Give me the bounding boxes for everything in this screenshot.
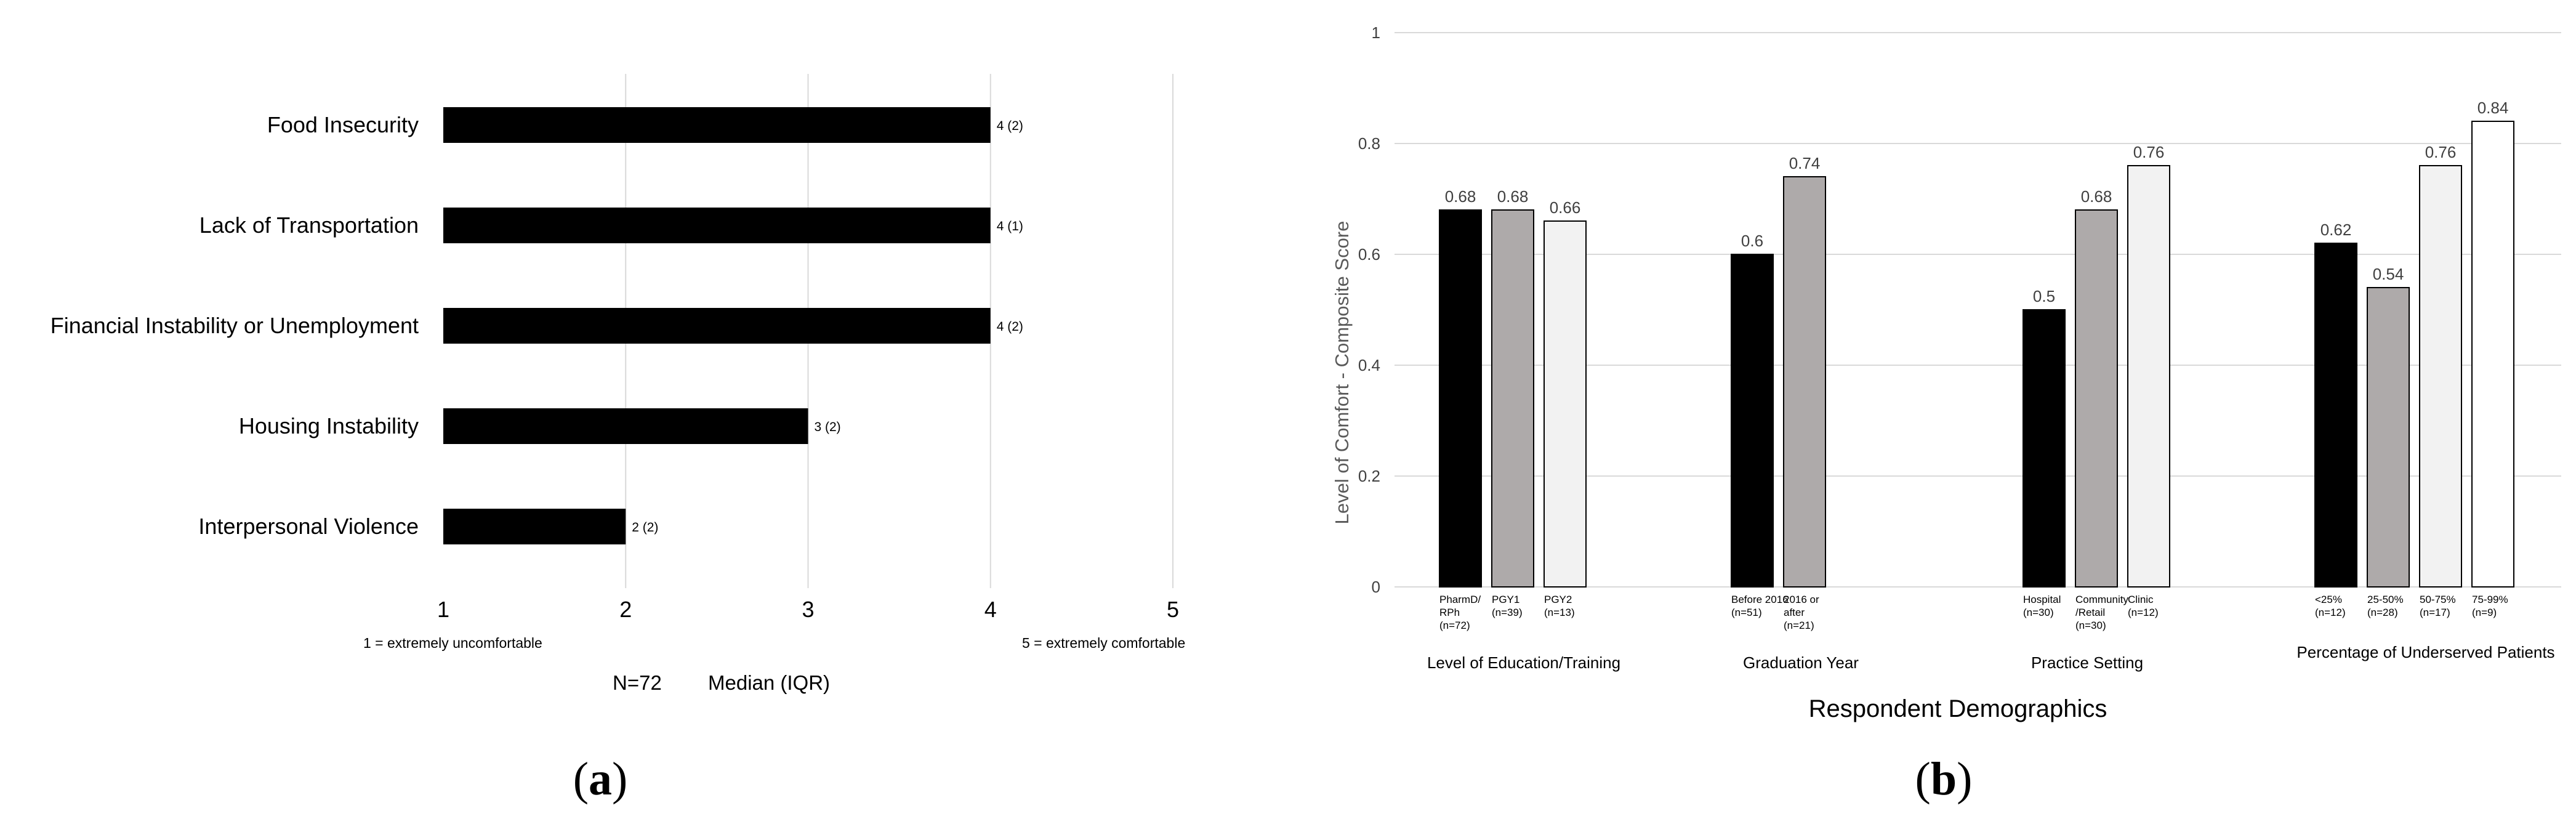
bar — [2419, 165, 2462, 588]
category-label: Interpersonal Violence — [198, 514, 419, 539]
x-tick-label: 1 — [437, 597, 449, 622]
x-tick-label: 2 — [619, 597, 632, 622]
panel-b-chart: 0 0.2 0.4 0.6 0.8 1 0.68 0.68 0.66 0.6 0.74 0.5 0.6… — [1331, 23, 2561, 805]
y-tick-label: 0.8 — [1358, 134, 1380, 153]
panel-a-letter: a — [589, 753, 612, 805]
y-tick-label: 0.4 — [1358, 356, 1380, 374]
bar — [2314, 243, 2357, 588]
panel-b-letter: b — [1931, 753, 1957, 805]
bar — [1439, 209, 1482, 588]
group-label: Percentage of Underserved Patients — [2296, 643, 2554, 661]
group-label: Level of Education/Training — [1427, 653, 1620, 672]
x-axis-label: Respondent Demographics — [1809, 695, 2107, 722]
panel-b-label: (b) — [1915, 753, 1973, 805]
bar-label: (n=51) — [1731, 607, 1762, 618]
bar — [443, 208, 991, 243]
bar-label: <25% — [2315, 594, 2342, 605]
stat-label: Median (IQR) — [708, 671, 830, 694]
bar — [1544, 220, 1587, 588]
y-axis-label: Level of Comfort - Composite Score — [1331, 221, 1353, 525]
bar-label: (n=30) — [2023, 607, 2054, 618]
data-label: 0.76 — [2133, 143, 2165, 161]
bar — [2127, 165, 2170, 588]
x-tick-label: 5 — [1167, 597, 1179, 622]
n-label: N=72 — [613, 671, 662, 694]
data-label: 2 (2) — [632, 520, 658, 535]
x-tick-label: 3 — [802, 597, 814, 622]
data-label: 4 (1) — [997, 219, 1023, 233]
data-label: 4 (2) — [997, 119, 1023, 133]
bar — [2367, 287, 2410, 588]
bar — [2075, 209, 2118, 588]
group-label: Graduation Year — [1743, 653, 1859, 672]
bar-label: (n=72) — [1439, 620, 1470, 631]
bar-label: Community — [2075, 594, 2128, 605]
group-label: Practice Setting — [2031, 653, 2143, 672]
bar — [1491, 209, 1534, 588]
bar-label: PharmD/ — [1439, 594, 1481, 605]
data-label: 0.62 — [2320, 220, 2352, 239]
bar-label: Clinic — [2128, 594, 2154, 605]
bar-label: /Retail — [2075, 607, 2105, 618]
bar-label: (n=39) — [1492, 607, 1523, 618]
bar-label: 50-75% — [2420, 594, 2456, 605]
bar — [443, 107, 991, 143]
bar — [2023, 309, 2066, 588]
data-label: 3 (2) — [815, 420, 841, 434]
data-label: 0.68 — [1445, 187, 1476, 206]
bar-label: (n=12) — [2128, 607, 2159, 618]
y-tick-label: 0.6 — [1358, 245, 1380, 264]
bar — [2471, 121, 2514, 588]
category-label: Food Insecurity — [267, 112, 419, 137]
y-tick-label: 0.2 — [1358, 467, 1380, 485]
y-tick-label: 0 — [1372, 578, 1380, 596]
data-label: 0.74 — [1789, 154, 1821, 172]
data-label: 0.54 — [2373, 265, 2404, 283]
y-tick-label: 1 — [1372, 23, 1380, 42]
data-label: 0.6 — [1741, 232, 1763, 250]
data-label: 0.66 — [1550, 198, 1581, 217]
data-label: 0.5 — [2033, 287, 2055, 305]
bar-label: (n=21) — [1784, 620, 1814, 631]
legend-max-label: 5 = extremely comfortable — [1022, 635, 1185, 651]
data-label: 0.68 — [2081, 187, 2112, 206]
bar-label: 75-99% — [2472, 594, 2508, 605]
bar-label: (n=12) — [2315, 607, 2346, 618]
x-tick-label: 4 — [984, 597, 997, 622]
bar-label: PGY1 — [1492, 594, 1519, 605]
bar — [443, 509, 626, 544]
data-label: 0.76 — [2425, 143, 2457, 161]
panel-a-label: (a) — [573, 753, 628, 805]
bar-label: 2016 or — [1784, 594, 1819, 605]
bar-label: Hospital — [2023, 594, 2061, 605]
bar-label: PGY2 — [1544, 594, 1572, 605]
bar-label: (n=9) — [2472, 607, 2497, 618]
bar-label: 25-50% — [2367, 594, 2404, 605]
category-label: Lack of Transportation — [199, 212, 419, 238]
bar-label: RPh — [1439, 607, 1460, 618]
bar-label: after — [1784, 607, 1805, 618]
data-label: 0.84 — [2477, 99, 2509, 117]
bar — [443, 308, 991, 344]
category-label: Financial Instability or Unemployment — [50, 313, 419, 338]
legend-min-label: 1 = extremely uncomfortable — [363, 635, 542, 651]
bar — [1731, 254, 1774, 588]
bar-label: (n=28) — [2367, 607, 2398, 618]
bar — [443, 408, 808, 444]
panel-a-chart: Food Insecurity Lack of Transportation Fin… — [50, 74, 1185, 805]
data-label: 0.68 — [1497, 187, 1529, 206]
bar — [1783, 176, 1826, 588]
bar-label: (n=13) — [1544, 607, 1575, 618]
data-label: 4 (2) — [997, 320, 1023, 334]
category-label: Housing Instability — [239, 413, 419, 438]
bar-label: (n=17) — [2420, 607, 2450, 618]
bar-label: (n=30) — [2075, 620, 2106, 631]
bar-label: Before 2016 — [1731, 594, 1789, 605]
